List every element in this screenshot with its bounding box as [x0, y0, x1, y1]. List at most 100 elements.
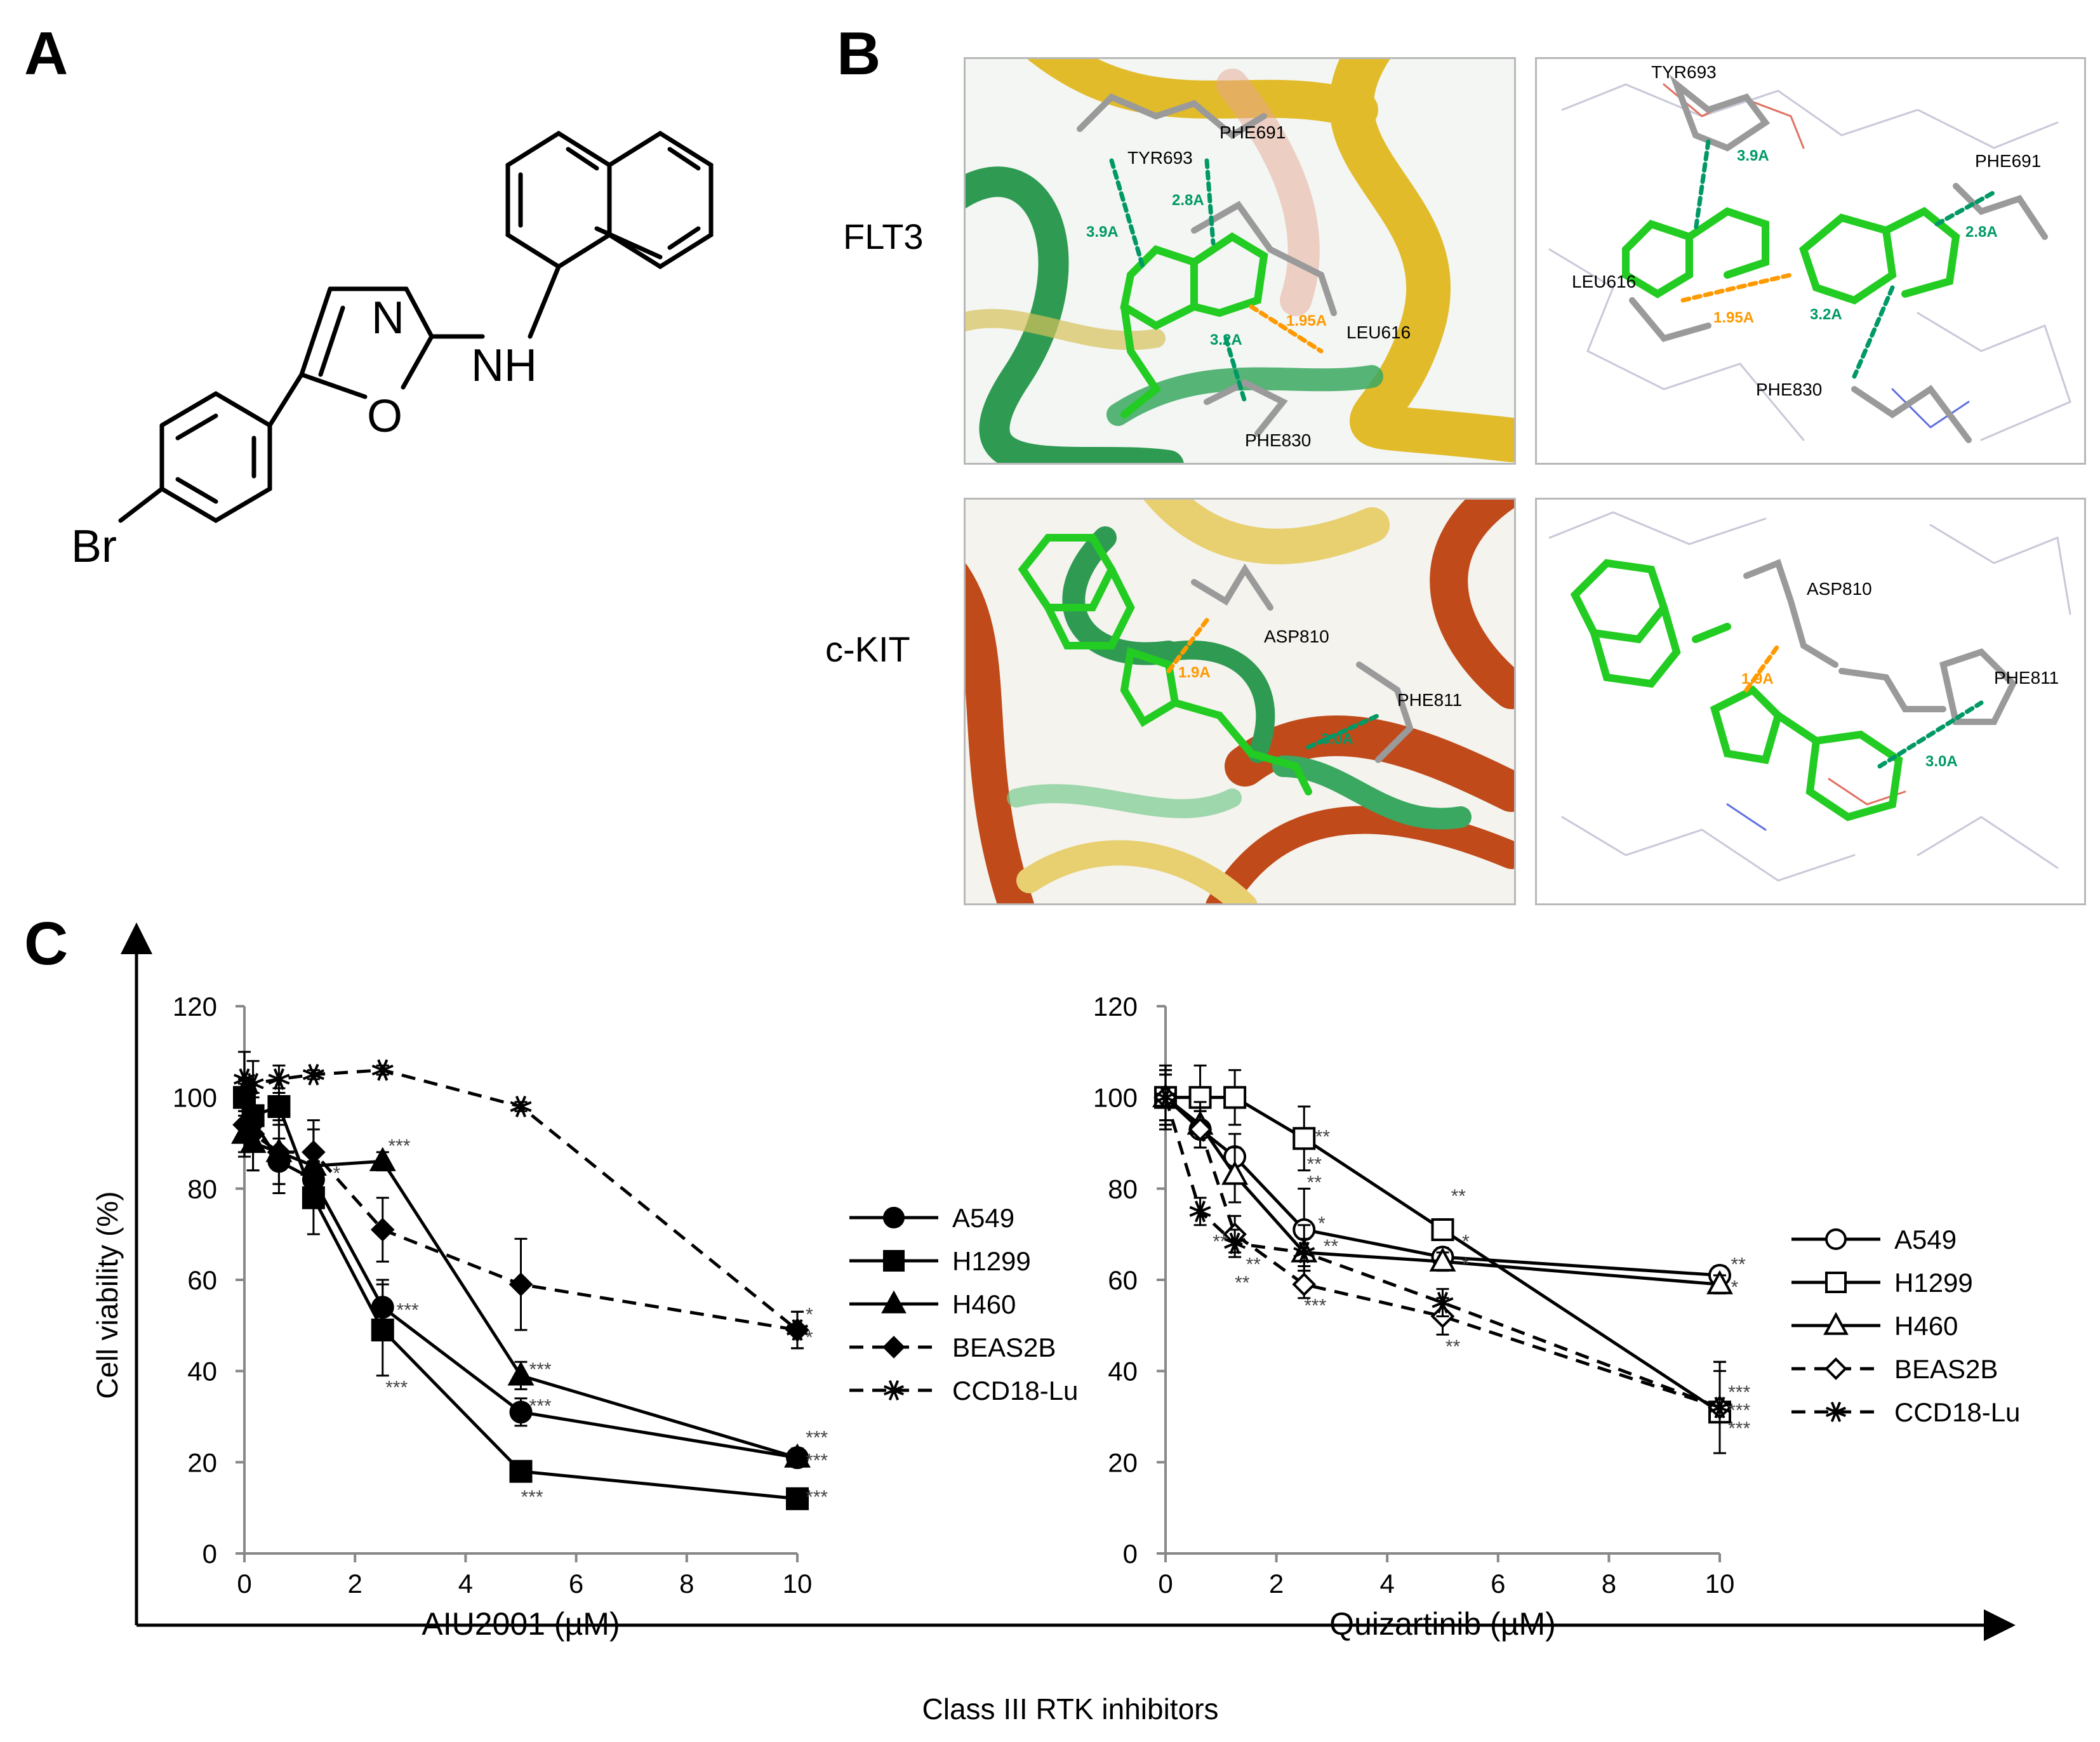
y-tick-label: 120	[173, 992, 217, 1021]
significance-mark: ***	[806, 1451, 828, 1472]
x-tick-label: 10	[1705, 1569, 1735, 1599]
atom-n-label: N	[371, 293, 404, 343]
legend-label: H460	[1894, 1311, 1958, 1341]
distance-label: 3.9A	[1737, 147, 1769, 164]
data-point	[1223, 1086, 1247, 1109]
data-point	[1431, 1218, 1454, 1241]
data-point	[508, 1272, 533, 1297]
legend-marker	[1825, 1228, 1847, 1250]
legend-label: A549	[952, 1203, 1014, 1233]
panel-label-c: C	[24, 910, 69, 978]
y-tick-label: 40	[187, 1357, 217, 1386]
legend-marker	[1824, 1357, 1847, 1380]
x-tick-label: 2	[1269, 1569, 1284, 1599]
x-tick-label: 6	[1491, 1569, 1505, 1599]
significance-mark: **	[1731, 1254, 1746, 1275]
data-point	[370, 1218, 395, 1242]
residue-label-phe691: PHE691	[1975, 151, 2041, 171]
significance-mark: **	[1307, 1154, 1322, 1175]
x-tick-label: 8	[1602, 1569, 1616, 1599]
y-tick-label: 0	[203, 1539, 217, 1569]
row-label-ckit: c-KIT	[825, 629, 910, 669]
data-point	[1189, 1200, 1211, 1223]
residue-label-tyr693: TYR693	[1651, 62, 1717, 82]
y-axis-label: Cell viability (%)	[91, 1191, 124, 1399]
significance-mark: ***	[1728, 1418, 1750, 1439]
data-point	[371, 1319, 394, 1342]
legend-marker	[883, 1380, 905, 1401]
chart-quizartinib: 0 20 40 60 80 100 120 0 2 4 6 8 10 Quizartinib (µM) A5…	[1093, 992, 2021, 1642]
residue-label-tyr693: TYR693	[1127, 148, 1193, 168]
data-point	[507, 1361, 535, 1386]
data-point	[371, 1059, 394, 1081]
significance-mark: ***	[397, 1300, 419, 1320]
y-tick-label: 0	[1123, 1539, 1138, 1569]
distance-label: 3.9A	[1086, 223, 1119, 241]
legend-label: H1299	[952, 1246, 1031, 1276]
series-line	[1164, 1096, 1720, 1409]
chemical-structure: N NH O Br	[71, 130, 714, 572]
atom-nh-label: NH	[471, 340, 537, 391]
significance-mark: **	[1307, 1172, 1322, 1193]
significance-mark: *	[1318, 1213, 1326, 1234]
y-tick-label: 120	[1093, 992, 1138, 1021]
y-tick-label: 100	[1093, 1083, 1138, 1113]
residue-label-phe691: PHE691	[1219, 123, 1286, 142]
significance-mark: **	[1213, 1232, 1228, 1253]
distance-label: 3.2A	[1210, 331, 1242, 349]
significance-mark: **	[1451, 1186, 1466, 1207]
significance-mark: **	[1246, 1254, 1261, 1275]
data-point	[1154, 1086, 1177, 1108]
residue-label-leu616: LEU616	[1572, 272, 1636, 291]
data-point	[267, 1140, 291, 1164]
docking-ckit-ribbon: ASP810 PHE811 1.9A 3.0A	[964, 498, 1516, 905]
y-tick-label: 20	[187, 1447, 217, 1477]
residue-label-phe830: PHE830	[1245, 430, 1311, 450]
residue-label-phe811: PHE811	[1397, 690, 1462, 710]
legend-label: H1299	[1894, 1268, 1973, 1298]
x-axis-label: AIU2001 (µM)	[422, 1606, 620, 1642]
chart-aiu2001: 0 20 40 60 80 100 120 0 2 4 6 8 10 AIU2001 (µM) A549 H1…	[173, 992, 1079, 1642]
significance-mark: *	[1462, 1254, 1470, 1275]
data-point	[509, 1400, 533, 1424]
legend-marker	[881, 1290, 907, 1313]
data-point	[1292, 1272, 1317, 1297]
significance-mark: *	[1462, 1232, 1470, 1253]
data-point	[369, 1147, 396, 1171]
residue-label-leu616: LEU616	[1346, 322, 1411, 342]
legend-label: CCD18-Lu	[952, 1376, 1078, 1406]
legend-marker	[883, 1250, 905, 1272]
y-tick-label: 40	[1108, 1357, 1138, 1386]
significance-mark: **	[1445, 1336, 1461, 1357]
data-point	[510, 1096, 532, 1118]
significance-mark: ***	[806, 1487, 828, 1508]
data-point	[786, 1487, 809, 1510]
significance-mark: ***	[529, 1359, 552, 1380]
data-point	[1432, 1291, 1454, 1313]
data-point	[784, 1443, 811, 1468]
data-point	[1706, 1270, 1733, 1294]
distance-label: 1.95A	[1286, 312, 1327, 329]
significance-mark: ***	[385, 1378, 408, 1399]
significance-mark: ***	[1728, 1382, 1750, 1403]
x-tick-label: 0	[237, 1569, 251, 1599]
data-point	[1293, 1127, 1316, 1150]
x-tick-label: 4	[1380, 1569, 1395, 1599]
atom-br-label: Br	[71, 521, 117, 572]
atom-o-label: O	[367, 391, 402, 442]
legend-marker	[1823, 1312, 1849, 1335]
significance-mark: ***	[521, 1487, 543, 1508]
residue-label-asp810: ASP810	[1264, 627, 1329, 646]
y-tick-label: 60	[1108, 1265, 1138, 1295]
distance-label: 1.9A	[1178, 664, 1211, 681]
legend-marker	[1825, 1272, 1847, 1293]
row-label-flt3: FLT3	[843, 216, 924, 256]
data-point	[241, 1122, 265, 1146]
y-tick-label: 20	[1108, 1447, 1138, 1477]
significance-mark: **	[1235, 1272, 1250, 1293]
distance-label: 3.2A	[1810, 306, 1842, 323]
legend-marker	[882, 1336, 905, 1359]
data-point	[509, 1459, 533, 1483]
x-tick-label: 6	[569, 1569, 583, 1599]
